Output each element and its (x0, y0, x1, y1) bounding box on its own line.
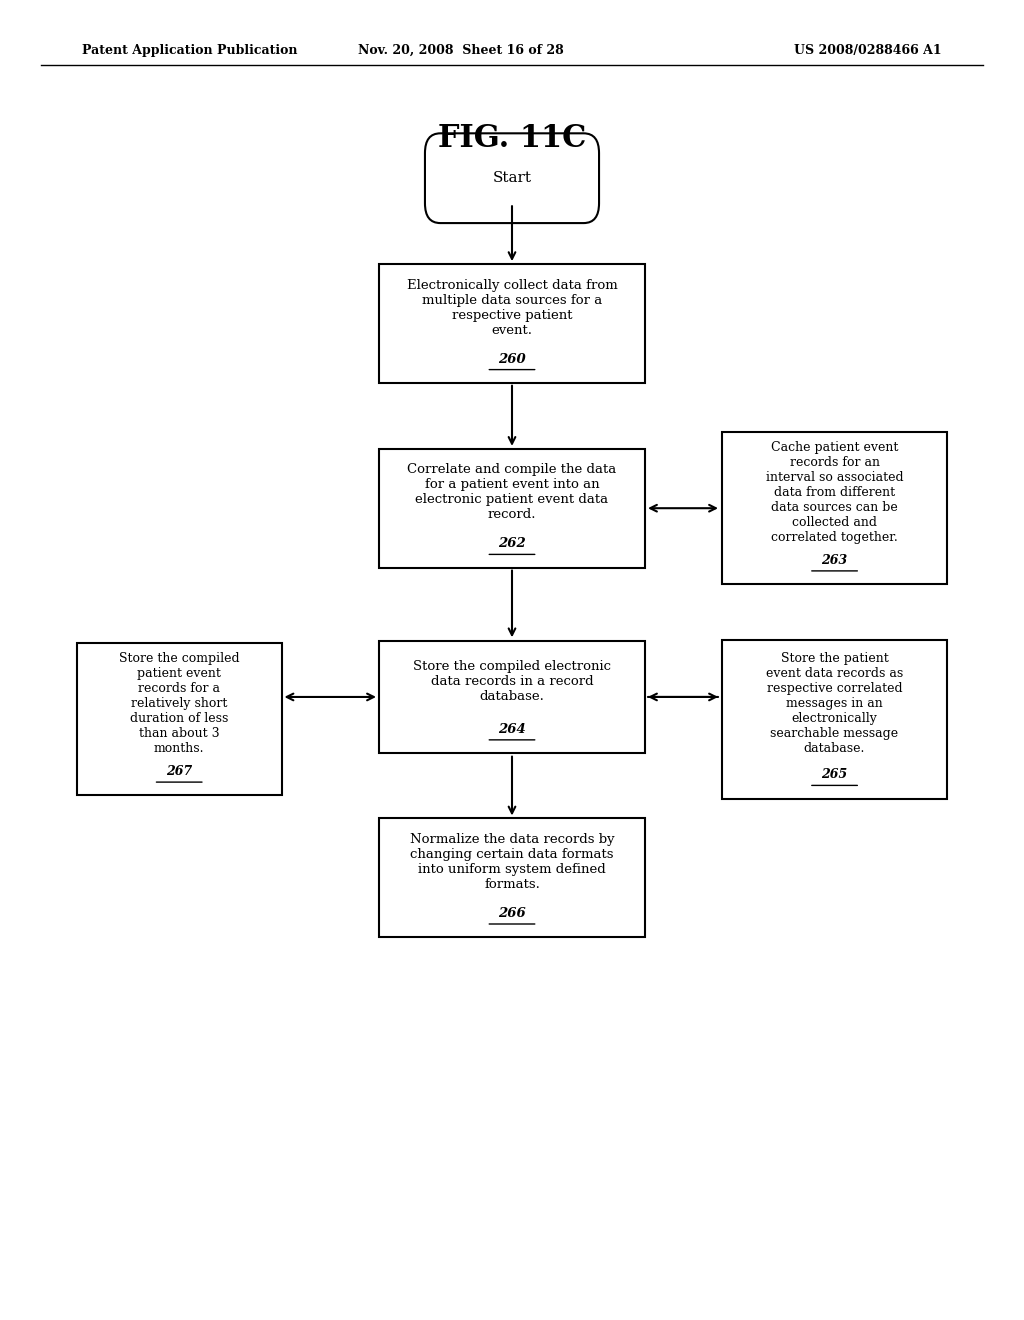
FancyBboxPatch shape (379, 818, 645, 937)
Text: 262: 262 (498, 537, 526, 550)
Text: Correlate and compile the data
for a patient event into an
electronic patient ev: Correlate and compile the data for a pat… (408, 463, 616, 521)
Text: 265: 265 (821, 768, 848, 781)
Text: Store the compiled electronic
data records in a record
database.: Store the compiled electronic data recor… (413, 660, 611, 702)
Text: Nov. 20, 2008  Sheet 16 of 28: Nov. 20, 2008 Sheet 16 of 28 (358, 44, 563, 57)
Text: 266: 266 (498, 907, 526, 920)
Text: 267: 267 (166, 766, 193, 777)
FancyBboxPatch shape (722, 433, 947, 583)
Text: Start: Start (493, 172, 531, 185)
FancyBboxPatch shape (425, 133, 599, 223)
Text: Cache patient event
records for an
interval so associated
data from different
da: Cache patient event records for an inter… (766, 441, 903, 544)
Text: Store the compiled
patient event
records for a
relatively short
duration of less: Store the compiled patient event records… (119, 652, 240, 755)
Text: US 2008/0288466 A1: US 2008/0288466 A1 (795, 44, 942, 57)
FancyBboxPatch shape (379, 264, 645, 383)
Text: Normalize the data records by
changing certain data formats
into uniform system : Normalize the data records by changing c… (410, 833, 614, 891)
Text: 260: 260 (498, 352, 526, 366)
FancyBboxPatch shape (379, 449, 645, 568)
Text: Store the patient
event data records as
respective correlated
messages in an
ele: Store the patient event data records as … (766, 652, 903, 755)
FancyBboxPatch shape (77, 643, 282, 795)
Text: FIG. 11C: FIG. 11C (438, 123, 586, 154)
Text: 263: 263 (821, 554, 848, 566)
Text: Patent Application Publication: Patent Application Publication (82, 44, 297, 57)
Text: 264: 264 (498, 723, 526, 735)
FancyBboxPatch shape (722, 640, 947, 799)
Text: Electronically collect data from
multiple data sources for a
respective patient
: Electronically collect data from multipl… (407, 279, 617, 337)
FancyBboxPatch shape (379, 642, 645, 752)
